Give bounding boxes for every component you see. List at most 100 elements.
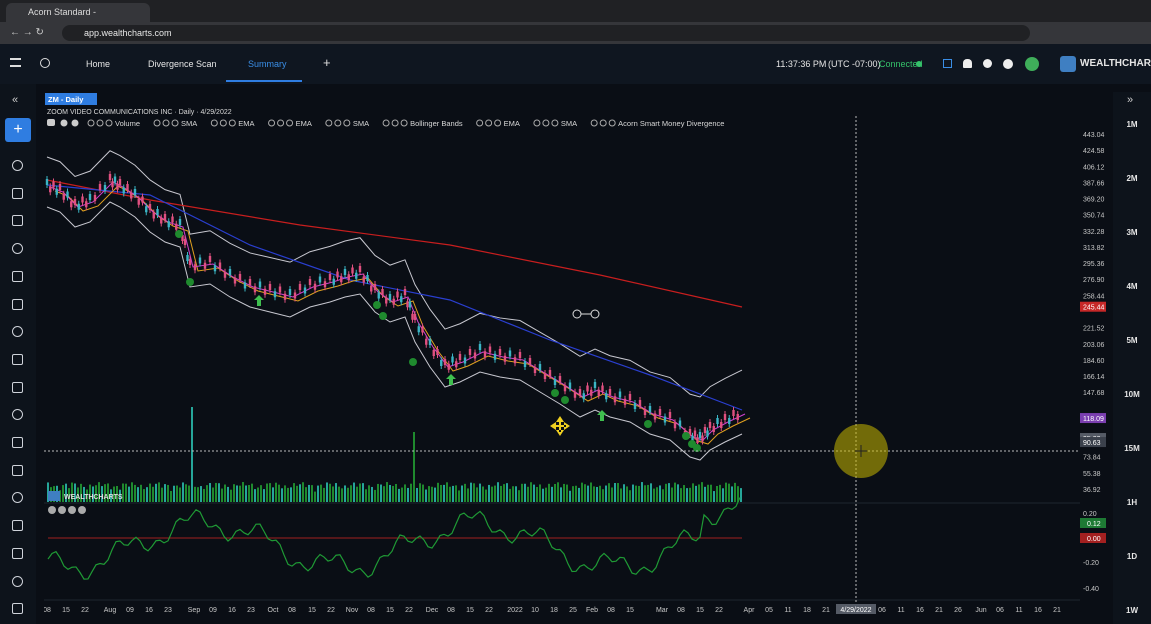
indicator-icon[interactable] xyxy=(277,119,285,127)
indicator-icon[interactable] xyxy=(105,119,113,127)
url-field[interactable]: app.wealthcharts.com xyxy=(62,25,1030,41)
timeframe[interactable]: 10M xyxy=(1124,390,1140,399)
candle-body xyxy=(336,271,339,278)
indicator-icon[interactable] xyxy=(228,119,236,127)
volume-bar xyxy=(131,482,133,502)
legend-icon[interactable] xyxy=(60,119,68,127)
indicator-icon[interactable] xyxy=(590,119,598,127)
indicator-name[interactable]: EMA xyxy=(238,119,254,128)
collapse[interactable]: « xyxy=(12,94,19,106)
tool-icon[interactable] xyxy=(12,492,23,504)
active-underline xyxy=(226,80,302,82)
indicator-icon[interactable] xyxy=(599,119,607,127)
tool-icon[interactable] xyxy=(12,326,23,338)
nav-item[interactable]: Divergence Scan xyxy=(148,59,217,69)
indicator-name[interactable]: Bollinger Bands xyxy=(410,119,463,128)
volume-bar xyxy=(548,483,550,502)
tool-icon[interactable] xyxy=(12,464,23,476)
add-button[interactable]: + xyxy=(5,118,31,142)
nav-item[interactable]: Home xyxy=(86,59,111,69)
tool-icon[interactable] xyxy=(12,270,23,282)
tool-icon[interactable] xyxy=(12,547,23,559)
indicator-icon[interactable] xyxy=(153,119,161,127)
indicator-icon[interactable] xyxy=(219,119,227,127)
pane-control[interactable] xyxy=(58,506,66,514)
pane-control[interactable] xyxy=(68,506,76,514)
tool-icon[interactable] xyxy=(12,243,23,255)
indicator-icon[interactable] xyxy=(343,119,351,127)
symbol-badge[interactable] xyxy=(45,93,97,105)
indicator-icon[interactable] xyxy=(494,119,502,127)
timeframe[interactable]: 1D xyxy=(1126,552,1138,561)
timeframe[interactable]: 1W xyxy=(1126,606,1138,615)
indicator-icon[interactable] xyxy=(382,119,390,127)
idea-icon[interactable] xyxy=(1025,57,1039,71)
indicator-icon[interactable] xyxy=(210,119,218,127)
tool-icon[interactable] xyxy=(12,160,23,171)
timeframe[interactable]: 15M xyxy=(1124,444,1140,453)
tool-icon[interactable] xyxy=(12,215,23,227)
pane-control[interactable] xyxy=(78,506,86,514)
indicator-name[interactable]: EMA xyxy=(504,119,520,128)
candle-body xyxy=(428,339,432,345)
volume-bar xyxy=(650,483,652,502)
indicator-icon[interactable] xyxy=(542,119,550,127)
indicator-icon[interactable] xyxy=(325,119,333,127)
legend-icon[interactable] xyxy=(47,119,55,126)
volume-bar xyxy=(458,490,460,502)
tool-icon[interactable] xyxy=(12,353,23,365)
indicator-icon[interactable] xyxy=(334,119,342,127)
help-icon[interactable] xyxy=(1003,59,1013,69)
timeframe[interactable]: 3M xyxy=(1126,228,1138,237)
volume-bar xyxy=(608,483,610,502)
indicator-name[interactable]: SMA xyxy=(353,119,369,128)
menu-icon[interactable] xyxy=(10,58,21,67)
indicator-name[interactable]: SMA xyxy=(561,119,577,128)
indicator-name[interactable]: EMA xyxy=(296,119,312,128)
expand[interactable]: » xyxy=(1127,94,1134,106)
volume-bar xyxy=(440,484,442,502)
settings-icon[interactable] xyxy=(983,59,992,68)
save-icon[interactable] xyxy=(943,59,952,68)
timeframe[interactable]: 5M xyxy=(1126,336,1138,345)
tool-icon[interactable] xyxy=(12,298,23,310)
volume-bar xyxy=(647,484,649,502)
tool-icon[interactable] xyxy=(12,520,23,532)
volume-bar xyxy=(350,485,352,502)
legend-icon[interactable] xyxy=(71,119,79,127)
nav-buttons[interactable]: ← → ↻ xyxy=(10,27,44,38)
indicator-icon[interactable] xyxy=(391,119,399,127)
tool-icon[interactable] xyxy=(12,381,23,393)
timeframe[interactable]: 4M xyxy=(1126,282,1138,291)
nav-item[interactable]: Summary xyxy=(248,59,287,69)
tool-icon[interactable] xyxy=(12,187,23,199)
indicator-icon[interactable] xyxy=(87,119,95,127)
tool-icon[interactable] xyxy=(12,603,23,615)
browser-tab[interactable]: Acorn Standard - WealthCharts xyxy=(6,3,150,36)
x-label: 16 xyxy=(228,607,236,614)
indicator-name[interactable]: Acorn Smart Money Divergence xyxy=(618,119,724,128)
indicator-icon[interactable] xyxy=(268,119,276,127)
pane-control[interactable] xyxy=(48,506,56,514)
indicator-icon[interactable] xyxy=(171,119,179,127)
bell-icon[interactable] xyxy=(963,59,972,68)
tool-icon[interactable] xyxy=(12,575,23,587)
indicator-icon[interactable] xyxy=(96,119,104,127)
timeframe[interactable]: 1H xyxy=(1126,498,1138,507)
indicator-icon[interactable] xyxy=(400,119,408,127)
indicator-icon[interactable] xyxy=(551,119,559,127)
indicator-name[interactable]: SMA xyxy=(181,119,197,128)
timeframe[interactable]: 2M xyxy=(1126,174,1138,183)
search-icon[interactable] xyxy=(40,58,50,68)
tool-icon[interactable] xyxy=(12,437,23,448)
indicator-icon[interactable] xyxy=(608,119,616,127)
indicator-icon[interactable] xyxy=(476,119,484,127)
indicator-icon[interactable] xyxy=(162,119,170,127)
add-tab[interactable]: + xyxy=(323,55,331,70)
indicator-name[interactable]: Volume xyxy=(115,119,140,128)
tool-icon[interactable] xyxy=(12,409,23,421)
indicator-icon[interactable] xyxy=(286,119,294,127)
indicator-icon[interactable] xyxy=(485,119,493,127)
timeframe[interactable]: 1M xyxy=(1126,120,1138,129)
indicator-icon[interactable] xyxy=(533,119,541,127)
